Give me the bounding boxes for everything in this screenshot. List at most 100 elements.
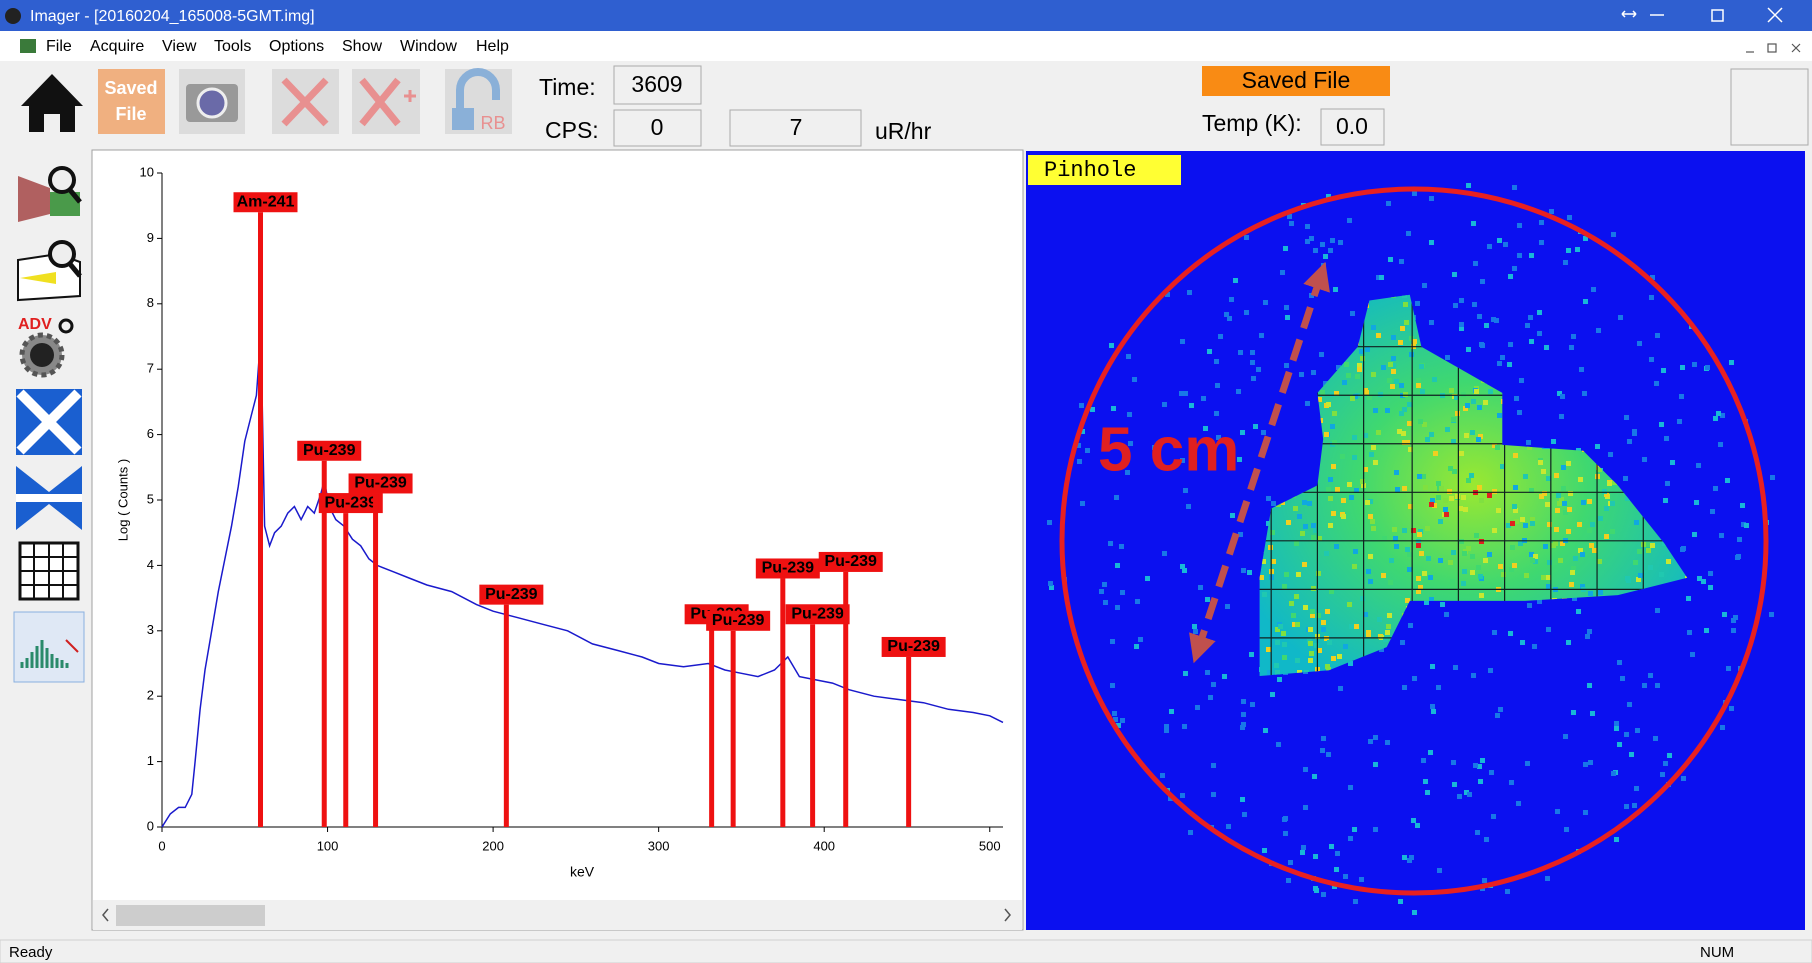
noise-pixel: [1320, 242, 1325, 247]
hot-pixel: [1331, 656, 1336, 661]
hot-pixel: [1367, 395, 1372, 400]
window-controls[interactable]: [1621, 7, 1783, 23]
noise-pixel: [1429, 240, 1434, 245]
hot-pixel: [1577, 522, 1582, 527]
noise-pixel: [1332, 884, 1337, 889]
hot-pixel: [1530, 558, 1535, 563]
hot-pixel: [1294, 541, 1299, 546]
hot-pixel: [1563, 510, 1568, 515]
menu-item[interactable]: Tools: [214, 38, 251, 55]
noise-pixel: [1126, 354, 1131, 359]
hot-pixel: [1369, 452, 1374, 457]
peak-label: Pu-239: [354, 475, 407, 492]
fit-button[interactable]: [16, 466, 82, 530]
noise-pixel: [1731, 618, 1736, 623]
advanced-button[interactable]: ADV: [18, 316, 74, 378]
scroll-thumb[interactable]: [116, 905, 265, 926]
noise-pixel: [1386, 201, 1391, 206]
menu-item[interactable]: Help: [476, 38, 509, 55]
hot-pixel: [1368, 514, 1373, 519]
noise-pixel: [1471, 673, 1476, 678]
rb-button[interactable]: RB: [445, 68, 512, 134]
close-button[interactable]: [1767, 7, 1783, 23]
hot-pixel: [1409, 352, 1414, 357]
hot-pixel: [1479, 498, 1484, 503]
noise-pixel: [1634, 786, 1639, 791]
menu-item[interactable]: Options: [269, 38, 324, 55]
spectrum-button[interactable]: [13, 611, 85, 683]
hot-pixel: [1309, 651, 1314, 656]
mdi-controls[interactable]: [1746, 43, 1801, 53]
home-button[interactable]: [21, 74, 83, 132]
cps-value: 0: [651, 114, 664, 140]
noise-pixel: [1192, 624, 1197, 629]
noise-pixel: [1236, 389, 1241, 394]
noise-pixel: [1406, 231, 1411, 236]
noise-pixel: [1398, 899, 1403, 904]
time-box: [613, 65, 702, 105]
noise-pixel: [1741, 522, 1746, 527]
hot-pixel: [1541, 575, 1546, 580]
hot-pixel: [1335, 487, 1340, 492]
grid-button[interactable]: [18, 541, 80, 601]
hot-pixel: [1610, 501, 1615, 506]
menu-item[interactable]: View: [162, 38, 197, 55]
hot-pixel: [1295, 658, 1300, 663]
menu-item[interactable]: Show: [342, 38, 382, 55]
hot-pixel: [1567, 507, 1572, 512]
noise-pixel: [1680, 547, 1685, 552]
mdi-restore[interactable]: [1767, 43, 1777, 53]
hot-pixel: [1580, 552, 1585, 557]
magnifier-handle: [68, 188, 82, 204]
noise-pixel: [1736, 554, 1741, 559]
hot-pixel: [1346, 373, 1351, 378]
hot-pixel: [1324, 432, 1329, 437]
hot-pixel: [1294, 594, 1299, 599]
clear-add-button[interactable]: [352, 69, 420, 134]
y-tick-label: 0: [147, 818, 154, 833]
y-tick-label: 5: [147, 491, 154, 506]
scroll-left[interactable]: [102, 908, 109, 922]
hot-pixel: [1443, 498, 1448, 503]
hot-pixel: [1332, 411, 1337, 416]
hot-pixel: [1387, 378, 1392, 383]
mdi-close[interactable]: [1791, 43, 1801, 53]
hot-pixel: [1474, 533, 1479, 538]
hot-pixel: [1419, 364, 1424, 369]
noise-pixel: [1614, 837, 1619, 842]
resize-button[interactable]: [1621, 10, 1637, 18]
hot-pixel: [1429, 432, 1434, 437]
cross-button[interactable]: [16, 389, 82, 455]
menu-item[interactable]: Window: [400, 38, 457, 55]
saved-file-button[interactable]: Saved File: [98, 69, 165, 134]
hot-pixel: [1391, 356, 1396, 361]
camera-button[interactable]: [179, 69, 245, 134]
horizontal-scrollbar[interactable]: [93, 900, 1022, 930]
menu-item[interactable]: File: [46, 38, 72, 55]
hot-pixel: [1419, 551, 1424, 556]
zoom-image-button[interactable]: [17, 240, 82, 302]
noise-pixel: [1525, 761, 1530, 766]
hot-pixel: [1518, 541, 1523, 546]
hot-pixel: [1439, 486, 1444, 491]
hot-pixel: [1341, 514, 1346, 519]
noise-pixel: [1218, 334, 1223, 339]
y-tick-label: 7: [147, 361, 154, 376]
hot-pixel: [1438, 519, 1443, 524]
zoom-spectrum-button[interactable]: [18, 166, 82, 222]
noise-pixel: [1305, 401, 1310, 406]
peak-tag: [348, 473, 413, 494]
scroll-right[interactable]: [1004, 908, 1011, 922]
restore-button[interactable]: [1711, 9, 1724, 22]
clear-button[interactable]: [272, 69, 339, 134]
hot-pixel: [1359, 349, 1364, 354]
menu-item[interactable]: Acquire: [90, 38, 144, 55]
hot-pixel: [1426, 556, 1431, 561]
hot-pixel: [1366, 630, 1371, 635]
x-axis-label: keV: [570, 864, 595, 880]
noise-pixel: [1169, 709, 1174, 714]
hot-pixel: [1311, 523, 1316, 528]
hot-pixel: [1637, 549, 1642, 554]
noise-pixel: [1551, 439, 1556, 444]
fov-circle: [1059, 186, 1769, 896]
